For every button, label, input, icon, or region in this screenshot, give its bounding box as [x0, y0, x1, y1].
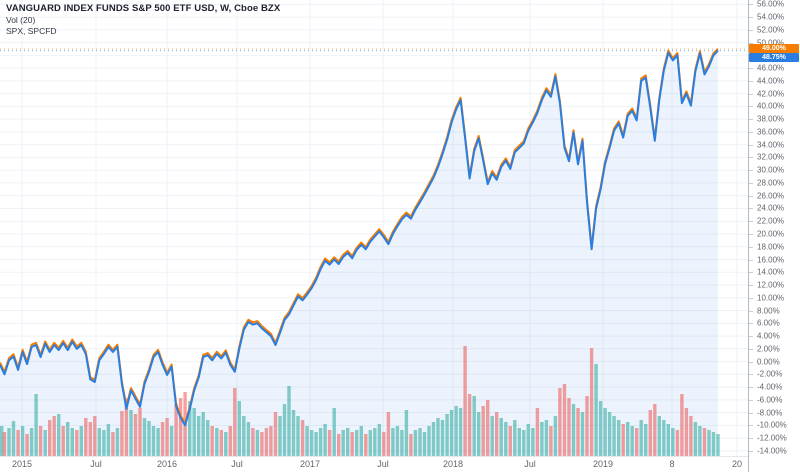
price-axis-label: 46.00%: [757, 63, 785, 73]
price-axis-label: 14.00%: [757, 267, 785, 277]
price-axis-tick: [749, 68, 753, 70]
price-axis-label: -4.00%: [757, 382, 783, 392]
price-axis-label: 56.00%: [757, 0, 785, 9]
price-axis-label: 54.00%: [757, 12, 785, 22]
price-axis-label: 32.00%: [757, 152, 785, 162]
price-axis-label: 30.00%: [757, 165, 785, 175]
time-axis-label: Jul: [377, 459, 389, 469]
price-axis-label: 2.00%: [757, 344, 780, 354]
time-axis-label: 2016: [156, 459, 178, 469]
price-axis-label: 6.00%: [757, 318, 780, 328]
price-axis-label: 16.00%: [757, 255, 785, 264]
price-axis-tick: [749, 272, 753, 274]
price-axis-label: 12.00%: [757, 280, 785, 290]
legend-volume-indicator[interactable]: Vol (20): [6, 15, 36, 25]
legend-compare-symbol[interactable]: SPX, SPCFD: [6, 26, 57, 36]
price-axis-tick: [749, 221, 753, 223]
time-axis-label: 8: [669, 459, 675, 469]
price-axis-tick: [749, 336, 753, 338]
time-axis[interactable]: 2015 Jul 2016 Jul 2017 Jul 2018 Jul 2019 8 20: [0, 457, 748, 472]
area-fill: [0, 50, 718, 456]
price-axis-tick: [749, 170, 753, 172]
price-axis-tick: [749, 233, 753, 235]
price-axis-tick: [749, 425, 753, 427]
price-axis-tick: [749, 29, 753, 31]
price-axis-label: 10.00%: [757, 293, 785, 303]
price-axis-label: 28.00%: [757, 178, 785, 188]
main-series-line: [0, 49, 719, 427]
price-axis-label: 8.00%: [757, 306, 780, 316]
time-axis-label: Jul: [524, 459, 536, 469]
price-axis-tick: [749, 259, 753, 261]
time-axis-label: 2019: [592, 459, 614, 469]
price-axis-tick: [749, 119, 753, 121]
price-axis-tick: [749, 4, 753, 6]
price-axis-label: -2.00%: [757, 369, 783, 379]
price-axis-tick: [749, 17, 753, 19]
price-axis-tick: [749, 399, 753, 401]
price-axis-tick: [749, 387, 753, 389]
price-axis-tick: [749, 412, 753, 414]
price-axis-label: 44.00%: [757, 76, 785, 86]
price-axis-tick: [749, 157, 753, 159]
price-axis-label: 22.00%: [757, 216, 785, 226]
price-axis-tick: [749, 450, 753, 452]
price-axis-tick: [749, 106, 753, 108]
price-axis-label: 40.00%: [757, 101, 785, 111]
time-axis-label: 2015: [11, 459, 33, 469]
price-axis-tick: [749, 182, 753, 184]
price-axis-tick: [749, 93, 753, 95]
price-axis-label: 18.00%: [757, 242, 785, 252]
legend: VANGUARD INDEX FUNDS S&P 500 ETF USD, W,…: [6, 3, 280, 36]
price-axis-tick: [749, 361, 753, 363]
price-axis-tick: [749, 438, 753, 440]
price-axis-tick: [749, 80, 753, 82]
price-axis-tick: [749, 374, 753, 376]
price-axis-label: 52.00%: [757, 25, 785, 35]
price-axis-label: -12.00%: [757, 433, 787, 443]
price-axis-tick: [749, 131, 753, 133]
symbol-title[interactable]: VANGUARD INDEX FUNDS S&P 500 ETF USD, W,…: [6, 3, 281, 14]
symbol-current-price-badge: 48.75%: [749, 53, 799, 63]
price-axis-label: -10.00%: [757, 420, 787, 430]
time-axis-label: 20: [731, 459, 743, 469]
price-axis-label: 24.00%: [757, 203, 785, 213]
price-axis-tick: [749, 144, 753, 146]
price-axis-label: 34.00%: [757, 140, 785, 150]
price-axis-tick: [749, 208, 753, 210]
price-axis-label: 4.00%: [757, 331, 780, 341]
price-axis-label: 0.00%: [757, 357, 780, 367]
price-axis-tick: [749, 42, 753, 44]
time-axis-label: 2018: [442, 459, 464, 469]
price-axis-label: -14.00%: [757, 446, 787, 456]
price-axis[interactable]: 49.00% 48.75% 56.00% 54.00% 52.00% 50.00% 46…: [749, 0, 800, 472]
time-axis-label: Jul: [231, 459, 243, 469]
price-axis-tick: [749, 297, 753, 299]
spx-current-price-badge: 49.00%: [749, 44, 799, 54]
price-axis-label: 38.00%: [757, 114, 785, 124]
price-axis-tick: [749, 285, 753, 287]
price-axis-label: 42.00%: [757, 89, 785, 99]
price-axis-tick: [749, 323, 753, 325]
price-axis-label: -8.00%: [757, 408, 783, 418]
price-axis-label: 50.00%: [757, 38, 785, 48]
price-axis-tick: [749, 195, 753, 197]
price-axis-label: 36.00%: [757, 127, 785, 137]
volume-bars: [0, 346, 720, 456]
price-axis-tick: [749, 348, 753, 350]
price-axis-label: -6.00%: [757, 395, 783, 405]
price-axis-tick: [749, 246, 753, 248]
price-axis-tick: [749, 310, 753, 312]
price-axis-label: 26.00%: [757, 191, 785, 201]
time-axis-label: 2017: [299, 459, 321, 469]
price-axis-label: 20.00%: [757, 229, 785, 239]
time-axis-label: Jul: [90, 459, 102, 469]
